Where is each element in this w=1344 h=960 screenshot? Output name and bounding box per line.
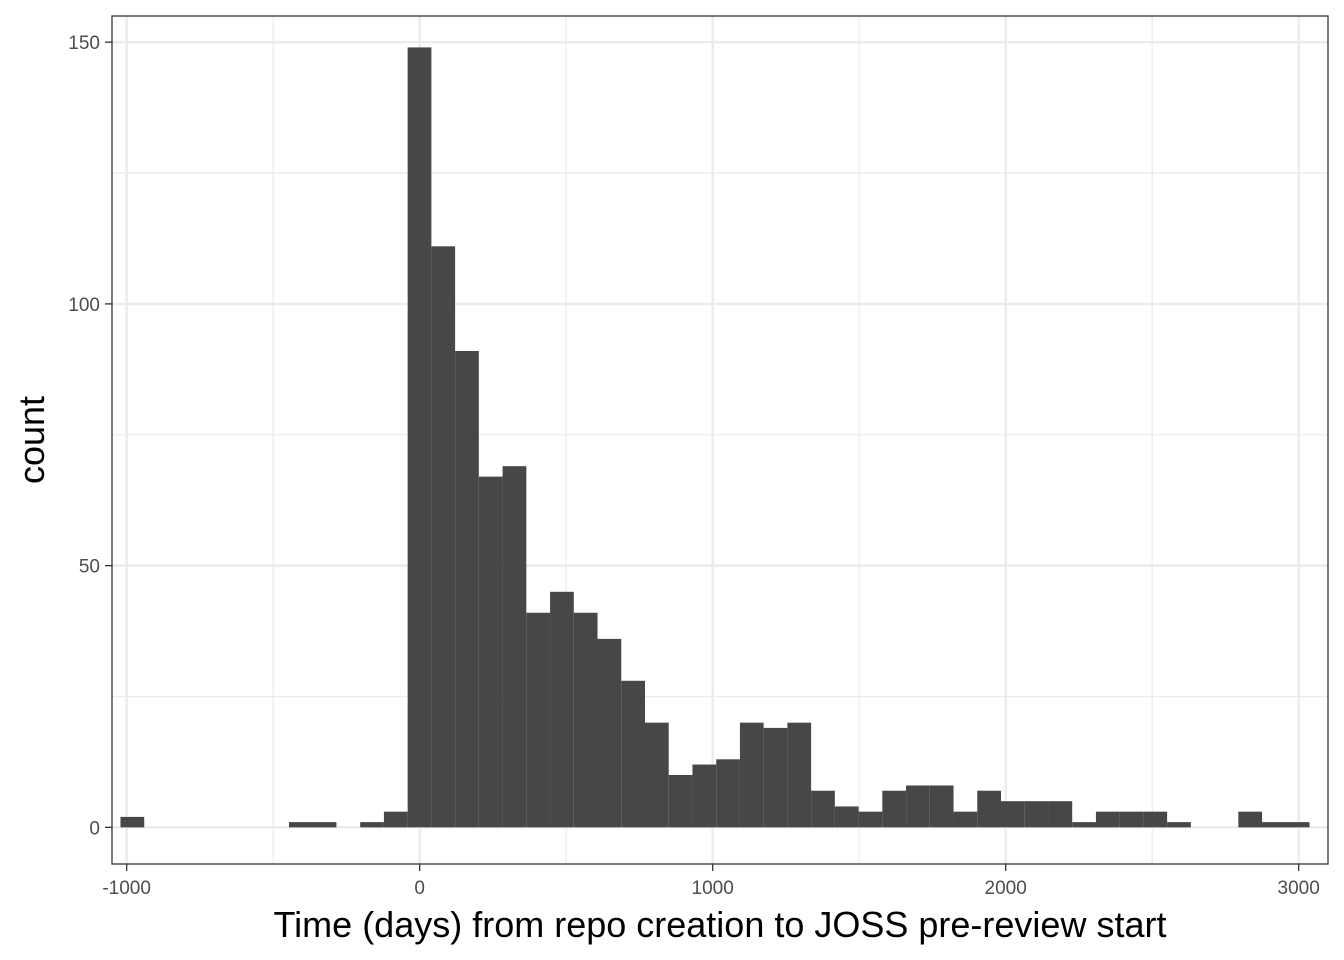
histogram-bar [1095,811,1120,828]
x-tick-label: -1000 [102,878,151,899]
histogram-bar [834,806,859,828]
histogram-bar [597,638,622,828]
histogram-bar [478,476,503,828]
histogram-bar [573,612,598,828]
histogram-bar [407,47,432,828]
histogram-bar [1000,801,1025,828]
y-axis-title: count [11,396,52,484]
minor-gridlines [112,16,1328,864]
y-tick-label: 50 [79,557,100,578]
histogram-bar [621,680,645,828]
histogram-bar [1238,811,1263,828]
histogram-bar [858,811,883,828]
histogram-bar [929,785,954,828]
histogram-bar [644,722,669,828]
x-tick-label: 1000 [692,878,734,899]
y-tick-label: 150 [68,33,100,54]
histogram-bar [383,811,408,828]
histogram-bar [1167,822,1191,828]
x-tick-label: 0 [414,878,425,899]
histogram-bar [668,775,693,828]
histogram-bar [1048,801,1073,828]
histogram-bar [1143,811,1168,828]
major-gridlines [112,16,1328,864]
histogram-bar [977,790,1001,828]
plot-panel-border [111,15,1329,865]
histogram-bar [882,790,907,828]
histogram-bar [953,811,978,828]
x-tick-label: 3000 [1278,878,1320,899]
histogram-bar [811,790,835,828]
histogram-bar [739,722,764,828]
x-tick-label: 2000 [985,878,1027,899]
y-tick-label: 0 [89,818,100,839]
y-tick-label: 100 [68,295,100,316]
histogram-bar [1072,822,1096,828]
x-axis-ticks: -1000 0 1000 2000 3000 [102,864,1320,899]
histogram-bar [360,822,384,828]
histogram-bar [431,246,456,828]
x-axis-title: Time (days) from repo creation to JOSS p… [274,904,1167,945]
histogram-bar [1119,811,1144,828]
histogram-bar [906,785,930,828]
histogram-bar [288,822,337,828]
y-axis-ticks: 0 50 100 150 [68,33,112,839]
histogram-bar [716,759,740,828]
histogram-bars [120,47,1310,828]
histogram-bar [692,764,717,828]
histogram-bar [763,727,788,828]
histogram-bar [1024,801,1049,828]
histogram-bar [550,591,574,828]
histogram-bar [787,722,812,828]
histogram-bar [1262,822,1310,828]
histogram-bar [502,466,527,828]
histogram-bar [455,351,479,828]
histogram-bar [526,612,551,828]
histogram-bar [120,816,145,828]
